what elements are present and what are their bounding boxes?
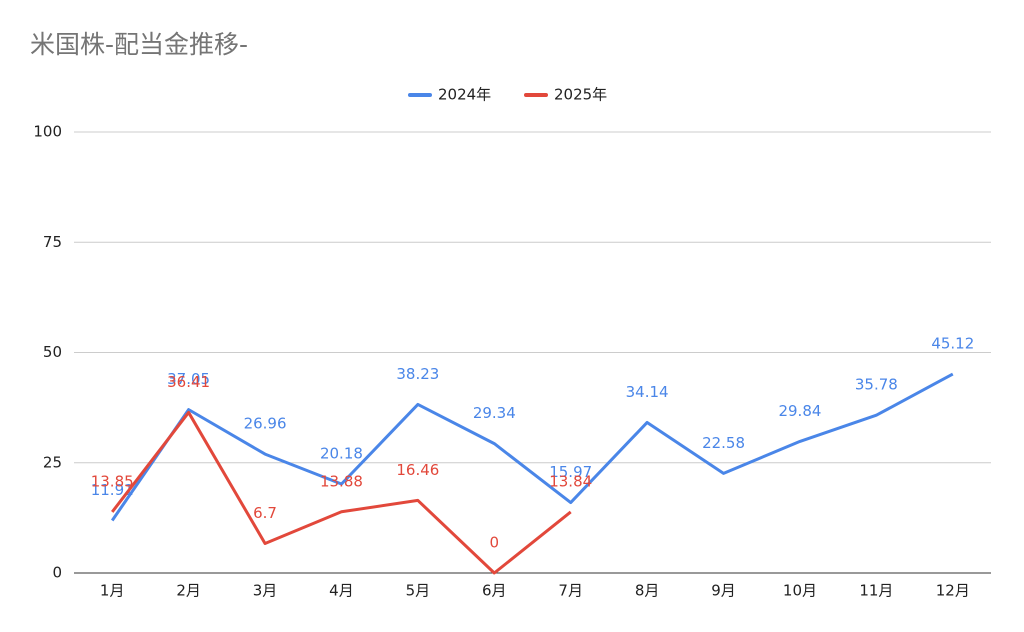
data-label: 16.46 (396, 461, 439, 479)
data-label: 13.84 (549, 472, 592, 490)
x-tick-label: 8月 (635, 582, 660, 600)
data-label: 29.34 (473, 404, 516, 422)
data-label: 0 (490, 534, 500, 552)
data-label: 29.84 (778, 402, 821, 420)
data-label: 11.91 (91, 481, 134, 499)
data-label: 26.96 (244, 415, 287, 433)
data-label: 38.23 (396, 365, 439, 383)
data-label: 6.7 (253, 504, 277, 522)
x-tick-label: 4月 (329, 582, 354, 600)
series-line (111, 410, 572, 575)
legend-label: 2024年 (438, 86, 491, 104)
data-label: 37.05 (167, 370, 210, 388)
data-label: 22.58 (702, 434, 745, 452)
legend-label: 2025年 (554, 86, 607, 104)
x-tick-label: 10月 (783, 582, 817, 600)
x-tick-label: 1月 (100, 582, 125, 600)
y-tick-label: 75 (43, 233, 62, 251)
y-tick-label: 0 (52, 564, 62, 582)
data-label: 45.12 (931, 335, 974, 353)
series-line (110, 372, 954, 522)
x-tick-label: 12月 (936, 582, 970, 600)
x-tick-label: 3月 (253, 582, 278, 600)
data-label: 20.18 (320, 445, 363, 463)
data-label: 36.41 (167, 373, 210, 391)
x-tick-label: 9月 (711, 582, 736, 600)
data-label: 34.14 (626, 383, 669, 401)
x-tick-label: 11月 (859, 582, 893, 600)
x-tick-label: 2月 (176, 582, 201, 600)
y-tick-label: 100 (33, 123, 62, 141)
data-label: 35.78 (855, 376, 898, 394)
data-label: 15.97 (549, 463, 592, 481)
x-tick-label: 6月 (482, 582, 507, 600)
x-tick-label: 7月 (558, 582, 583, 600)
y-tick-label: 25 (43, 453, 62, 471)
data-label: 13.85 (91, 472, 134, 490)
chart-title: 米国株-配当金推移- (30, 30, 248, 59)
y-tick-label: 50 (43, 343, 62, 361)
data-label: 13.88 (320, 472, 363, 490)
x-tick-label: 5月 (406, 582, 431, 600)
